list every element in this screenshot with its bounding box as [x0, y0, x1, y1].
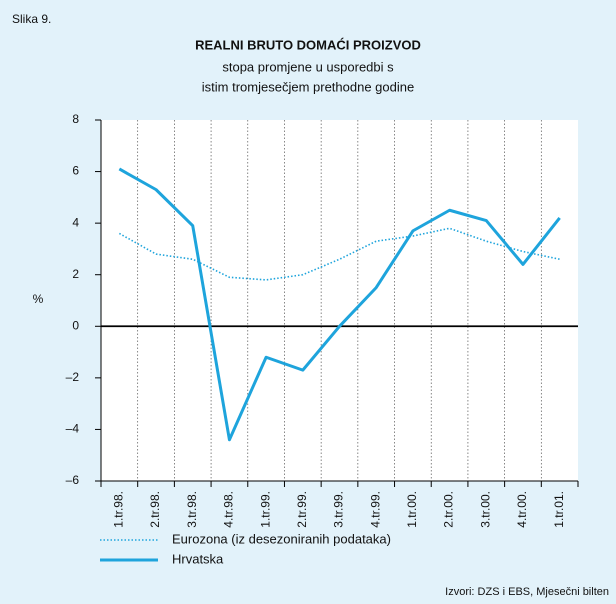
x-tick-label: 3.tr.98. [185, 491, 199, 528]
y-tick-label: 8 [72, 112, 79, 126]
source: Izvori: DZS i EBS, Mjesečni bilten [445, 586, 609, 598]
plot-area [101, 120, 578, 481]
x-tick-label: 4.tr.00. [515, 491, 529, 528]
x-tick-label: 2.tr.99. [295, 491, 309, 528]
x-tick-label: 1.tr.01. [552, 491, 566, 528]
x-tick-label: 3.tr.00. [478, 491, 492, 528]
y-tick-label: 4 [72, 215, 79, 229]
y-tick-label: 6 [72, 164, 79, 178]
y-tick-label: 2 [72, 267, 79, 281]
x-tick-label: 1.tr.00. [405, 491, 419, 528]
y-tick-label: –2 [66, 370, 80, 384]
legend-label: Hrvatska [172, 551, 224, 566]
chart-subtitle: stopa promjene u usporedbi s [222, 59, 394, 74]
x-tick-label: 4.tr.99. [368, 491, 382, 528]
x-tick-label: 2.tr.98. [148, 491, 162, 528]
figure-label: Slika 9. [12, 12, 51, 26]
x-tick-label: 1.tr.99. [258, 491, 272, 528]
x-tick-label: 2.tr.00. [442, 491, 456, 528]
y-tick-label: –4 [66, 422, 80, 436]
x-tick-label: 1.tr.98. [112, 491, 126, 528]
y-tick-label: 0 [72, 318, 79, 332]
y-axis-label: % [33, 292, 44, 306]
series-line [118, 167, 561, 442]
y-tick-label: –6 [66, 473, 80, 487]
chart-title: REALNI BRUTO DOMAĆI PROIZVOD [195, 37, 421, 52]
x-tick-label: 4.tr.98. [222, 491, 236, 528]
legend-label: Eurozona (iz desezoniranih podataka) [172, 531, 391, 546]
chart-subtitle: istim tromjesečjem prethodne godine [202, 79, 414, 94]
x-tick-label: 3.tr.99. [332, 491, 346, 528]
